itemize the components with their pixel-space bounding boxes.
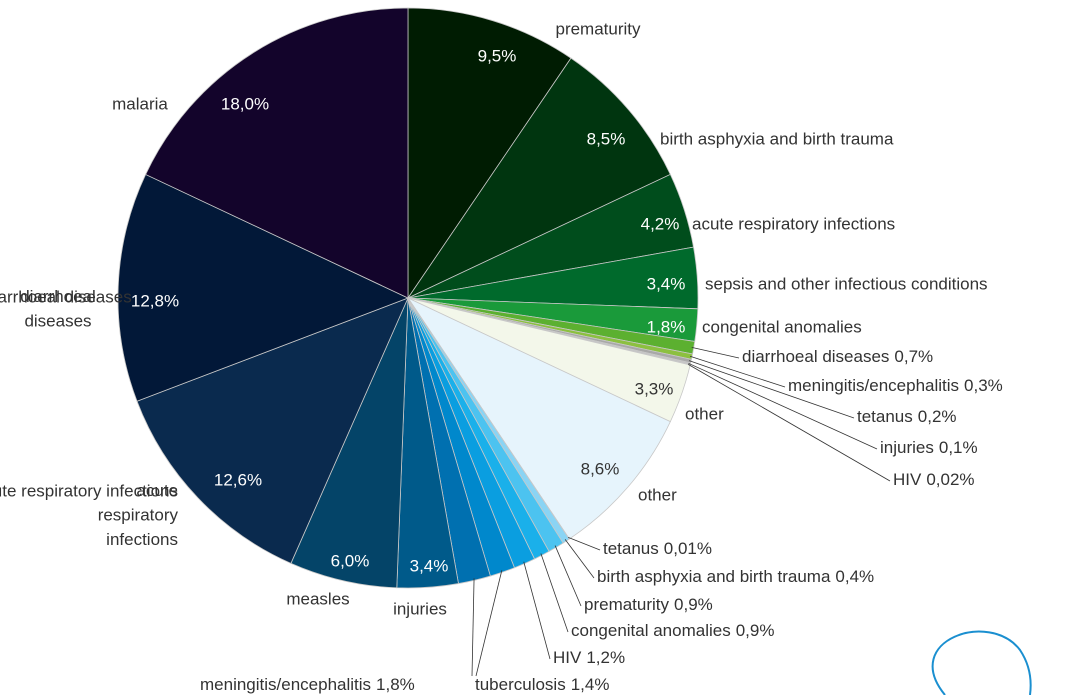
value-label: 1,8% bbox=[647, 317, 686, 336]
slice-name: HIV bbox=[553, 648, 582, 667]
value-label: 6,0% bbox=[331, 551, 370, 570]
slice-name: other bbox=[685, 404, 724, 423]
name-line: respiratory bbox=[98, 506, 179, 525]
leader-line bbox=[568, 537, 600, 550]
value-label: 8,5% bbox=[587, 129, 626, 148]
slice-name: meningitis/encephalitis bbox=[200, 675, 371, 694]
slice-value: 0,4% bbox=[835, 567, 874, 586]
slice-label: meningitis/encephalitis 1,8% bbox=[200, 675, 415, 694]
slice-name: tuberculosis bbox=[475, 675, 566, 694]
slice-name: tetanus bbox=[857, 407, 913, 426]
slice-value: 0,9% bbox=[674, 595, 713, 614]
leader-line bbox=[472, 578, 474, 676]
slice-name: injuries bbox=[880, 438, 934, 457]
leader-line bbox=[565, 539, 594, 578]
slice-value: 1,8% bbox=[376, 675, 415, 694]
slice-name: measles bbox=[286, 589, 349, 608]
name-line: infections bbox=[106, 530, 178, 549]
slice-label: injuries 0,1% bbox=[880, 438, 978, 457]
slice-name: acute respiratory infections bbox=[692, 214, 895, 233]
slice-name: meningitis/encephalitis bbox=[788, 376, 959, 395]
leader-line bbox=[476, 570, 502, 676]
chart: 9,5% prematurity 8,5% birth asphyxia and bi… bbox=[0, 0, 1091, 695]
value-label: 9,5% bbox=[478, 46, 517, 65]
value-label: 3,4% bbox=[410, 556, 449, 575]
leader-line bbox=[555, 546, 581, 606]
slice-label: meningitis/encephalitis 0,3% bbox=[788, 376, 1003, 395]
slice-label: tetanus 0,01% bbox=[603, 539, 712, 558]
leader-line bbox=[692, 347, 739, 358]
value-label: 18,0% bbox=[221, 94, 269, 113]
slice-name: sepsis and other infectious conditions bbox=[705, 274, 988, 293]
value-label: 3,4% bbox=[647, 274, 686, 293]
slice-name: congenital anomalies bbox=[571, 621, 731, 640]
name-line: diseases bbox=[24, 312, 91, 331]
slice-name: acute respiratory infectionsacuterespira… bbox=[0, 481, 178, 549]
slice-value: 0,1% bbox=[939, 438, 978, 457]
leader-line bbox=[524, 562, 550, 659]
slice-name: prematurity bbox=[584, 595, 670, 614]
slice-name: birth asphyxia and birth trauma bbox=[660, 129, 894, 148]
value-label: 4,2% bbox=[641, 214, 680, 233]
slice-label: tuberculosis 1,4% bbox=[475, 675, 609, 694]
slice-name: HIV bbox=[893, 470, 922, 489]
slice-value: 0,7% bbox=[894, 347, 933, 366]
decoration bbox=[933, 632, 1031, 695]
slice-name: malaria bbox=[112, 94, 168, 113]
page: {"chart_data": {"type": "pie", "categori… bbox=[0, 0, 1091, 695]
slice-value: 1,2% bbox=[586, 648, 625, 667]
slice-name: birth asphyxia and birth trauma bbox=[597, 567, 831, 586]
slice-label: diarrhoeal diseases 0,7% bbox=[742, 347, 933, 366]
slice-label: congenital anomalies 0,9% bbox=[571, 621, 774, 640]
slice-name: other bbox=[638, 485, 677, 504]
slice-value: 0,3% bbox=[964, 376, 1003, 395]
name-line: acute bbox=[136, 481, 178, 500]
value-label: 8,6% bbox=[581, 459, 620, 478]
pie bbox=[118, 8, 698, 588]
name-line: diarrhoeal bbox=[20, 287, 96, 306]
slice-value: 0,9% bbox=[736, 621, 775, 640]
slice-name: prematurity bbox=[555, 19, 641, 38]
value-label: 3,3% bbox=[635, 379, 674, 398]
slice-name: injuries bbox=[393, 599, 447, 618]
slice-name: congenital anomalies bbox=[702, 317, 862, 336]
slice-name: tetanus bbox=[603, 539, 659, 558]
slice-name: diarrhoeal diseases bbox=[742, 347, 889, 366]
slice-value: 0,02% bbox=[926, 470, 974, 489]
slice-label: tetanus 0,2% bbox=[857, 407, 957, 426]
value-label: 12,8% bbox=[131, 291, 179, 310]
slice-value: 0,01% bbox=[664, 539, 712, 558]
slice-value: 0,2% bbox=[918, 407, 957, 426]
slice-value: 1,4% bbox=[571, 675, 610, 694]
value-label: 12,6% bbox=[214, 470, 262, 489]
